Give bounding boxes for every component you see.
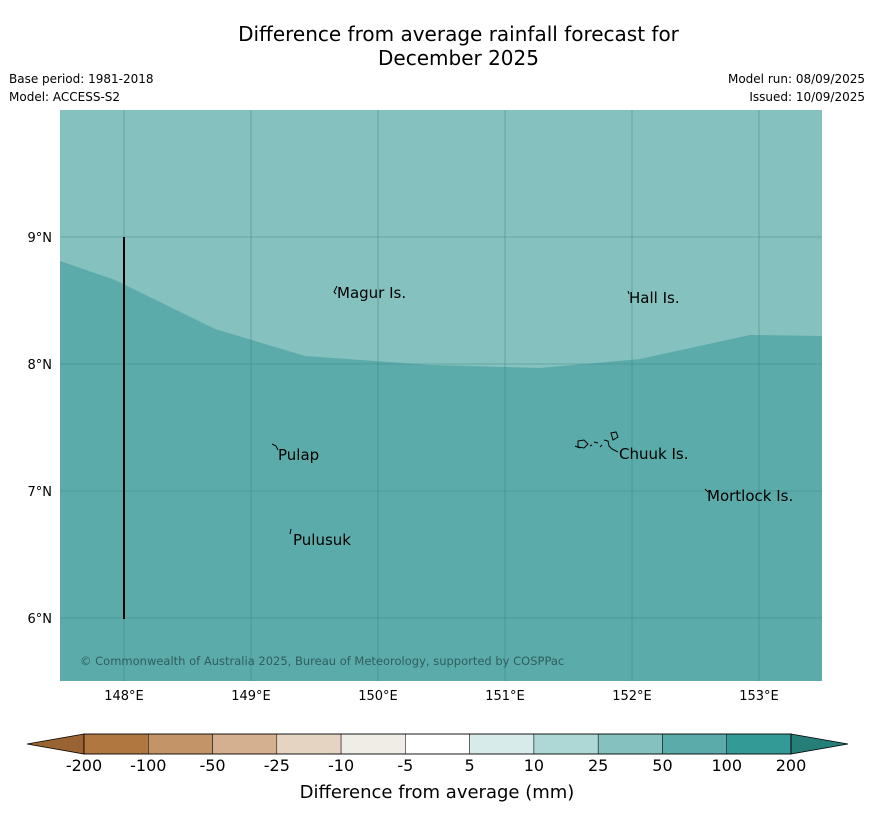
chuuk-islands [574,431,619,453]
colorbar-segment [469,733,535,755]
place-label-magur: Magur Is. [337,284,406,302]
colorbar-tick-label: 25 [588,756,608,775]
colorbar-label: Difference from average (mm) [300,782,575,803]
island-shapes [271,285,709,535]
place-label-pulap: Pulap [278,446,319,464]
colorbar-tick-label: -5 [397,756,413,775]
colorbar-tick-label: 200 [776,756,807,775]
colorbar-segment [597,733,663,755]
copyright-note: © Commonwealth of Australia 2025, Bureau… [80,654,564,668]
issued-date: Issued: 10/09/2025 [749,90,865,104]
colorbar-outline [83,733,792,755]
base-period: Base period: 1981-2018 [9,72,154,86]
lon-label-150e: 150°E [358,689,398,704]
model-name: Model: ACCESS-S2 [9,90,121,104]
colorbar-under-arrow [26,733,85,755]
colorbar-segment [533,733,599,755]
model-run: Model run: 08/09/2025 [727,72,865,86]
magur-island [333,285,338,295]
hall-island [627,290,630,295]
colorbar-segment [83,733,149,755]
mortlock-island [704,488,709,493]
colorbar: -200 -100 -50 -25 -10 -5 5 10 25 50 100 200 Differe… [26,733,849,803]
meta-left: Base period: 1981-2018 Model: ACCESS-S2 [9,70,154,106]
place-label-hall: Hall Is. [629,289,680,307]
title-line-2: December 2025 [378,46,539,70]
lon-label-149e: 149°E [231,689,271,704]
lat-label-6n: 6°N [28,612,53,627]
colorbar-segment [405,733,470,755]
colorbar-tick-label: -50 [199,756,225,775]
lat-label-8n: 8°N [28,358,53,373]
colorbar-tick-label: -100 [130,756,166,775]
place-label-chuuk: Chuuk Is. [619,445,688,463]
lat-label-9n: 9°N [28,231,53,246]
lon-label-153e: 153°E [739,689,779,704]
pulusuk-island [289,528,292,535]
colorbar-tick-label: 50 [652,756,672,775]
place-label-pulusuk: Pulusuk [293,531,351,549]
meta-right: Model run: 08/09/2025 Issued: 10/09/2025 [728,70,865,106]
map-title: Difference from average rainfall forecas… [0,22,873,70]
lat-label-7n: 7°N [28,485,53,500]
lon-label-152e: 152°E [612,689,652,704]
place-label-mortlock: Mortlock Is. [707,487,793,505]
colorbar-segment [276,733,342,755]
colorbar-segment [212,733,278,755]
colorbar-over-arrow [790,733,849,755]
lon-label-151e: 151°E [485,689,525,704]
colorbar-tick-label: -10 [328,756,354,775]
colorbar-tick-label: -25 [264,756,290,775]
colorbar-tick-label: 100 [711,756,742,775]
lon-label-148e: 148°E [104,689,144,704]
colorbar-tick-label: 10 [524,756,544,775]
colorbar-segment [340,733,406,755]
colorbar-segment [726,733,792,755]
colorbar-segment [662,733,727,755]
pulap-island [271,443,279,451]
colorbar-segment [148,733,213,755]
colorbar-tick-label: 5 [465,756,475,775]
colorbar-tick-label: -200 [66,756,102,775]
rainfall-region-50-100 [60,261,822,681]
title-line-1: Difference from average rainfall forecas… [238,22,679,46]
